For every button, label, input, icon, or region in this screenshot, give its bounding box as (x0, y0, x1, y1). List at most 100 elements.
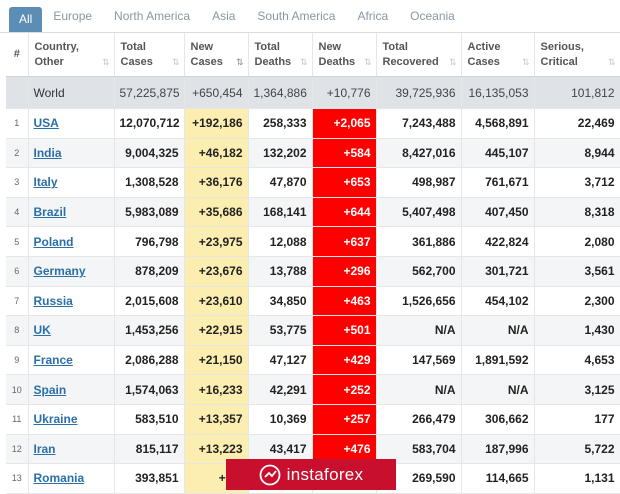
active-cases-cell: 407,450 (461, 197, 535, 228)
serious-critical-cell: 4,653 (534, 345, 620, 376)
table-row: 10 Spain 1,574,063 +16,233 42,291 +252 N/A N/A 3… (6, 374, 620, 405)
new-cases-cell: +16,233 (184, 374, 249, 405)
sort-icon: ⇅ (101, 57, 110, 67)
total-deaths-cell: 47,870 (248, 167, 313, 198)
country-link[interactable]: Germany (33, 264, 86, 279)
tab-south-america[interactable]: South America (257, 9, 336, 23)
country-link[interactable]: Romania (33, 471, 85, 486)
header-total-cases[interactable]: Total Cases ⇅ (114, 33, 185, 77)
tab-europe[interactable]: Europe (53, 9, 93, 23)
row-rank: 7 (6, 286, 29, 317)
total-recovered-cell: 498,987 (376, 167, 462, 198)
active-cases-cell: 301,721 (461, 256, 535, 287)
row-rank: 13 (6, 463, 29, 494)
country-cell: Germany (28, 256, 115, 287)
total-cases-cell: 796,798 (114, 226, 185, 257)
total-deaths-cell: 12,088 (248, 226, 313, 257)
row-rank: 12 (6, 434, 29, 465)
total-cases-cell: 1,453,256 (114, 315, 185, 346)
row-rank: 3 (6, 167, 29, 198)
table-row: 11 Ukraine 583,510 +13,357 10,369 +257 266,479… (6, 404, 620, 435)
total-cases-cell: 2,015,608 (114, 286, 185, 317)
active-cases-cell: 761,671 (461, 167, 535, 198)
row-rank: 10 (6, 374, 29, 405)
country-link[interactable]: Ukraine (33, 412, 78, 427)
tab-north-america[interactable]: North America (114, 9, 191, 23)
country-cell: UK (28, 315, 115, 346)
country-cell: USA (28, 108, 115, 139)
total-deaths-cell: 34,850 (248, 286, 313, 317)
serious-critical-cell: 2,300 (534, 286, 620, 317)
new-cases-cell: +23,610 (184, 286, 249, 317)
serious-critical-cell: 3,125 (534, 374, 620, 405)
serious-critical-cell: 177 (534, 404, 620, 435)
table-header-row: # Country, Other ⇅ Total Cases ⇅ New Cases ⇅ T… (6, 33, 620, 77)
tab-all[interactable]: All (9, 7, 43, 32)
country-link[interactable]: UK (33, 323, 51, 338)
table-row: 4 Brazil 5,983,089 +35,686 168,141 +644 5,407,… (6, 197, 620, 228)
country-cell: France (28, 345, 115, 376)
country-link[interactable]: Poland (33, 234, 74, 249)
header-new-deaths[interactable]: New Deaths ⇅ (312, 33, 377, 77)
row-rank: 8 (6, 315, 29, 346)
active-cases-cell: 306,662 (461, 404, 535, 435)
country-link[interactable]: Russia (33, 293, 73, 308)
row-rank: 5 (6, 226, 29, 257)
new-deaths-cell: +644 (312, 197, 377, 228)
country-link[interactable]: Brazil (33, 205, 67, 220)
new-deaths-cell: +463 (312, 286, 377, 317)
header-serious-critical[interactable]: Serious, Critical ⇅ (534, 33, 620, 77)
country-link[interactable]: India (33, 145, 62, 160)
country-cell: Spain (28, 374, 115, 405)
new-cases-cell: +46,182 (184, 138, 249, 169)
sort-icon: ⇅ (521, 57, 530, 67)
row-rank: 4 (6, 197, 29, 228)
active-cases-cell: N/A (461, 374, 535, 405)
header-total-recovered[interactable]: Total Recovered ⇅ (376, 33, 462, 77)
country-link[interactable]: USA (33, 116, 59, 131)
header-new-cases[interactable]: New Cases ⇅ (184, 33, 249, 77)
new-cases-cell: +22,915 (184, 315, 249, 346)
new-cases-cell: +23,975 (184, 226, 249, 257)
tab-asia[interactable]: Asia (212, 9, 236, 23)
country-cell: Russia (28, 286, 115, 317)
country-link[interactable]: France (33, 353, 73, 368)
total-cases-cell: 393,851 (114, 463, 185, 494)
total-deaths-cell: 132,202 (248, 138, 313, 169)
total-recovered-cell: 361,886 (376, 226, 462, 257)
new-cases-cell: +23,676 (184, 256, 249, 287)
country-link[interactable]: Italy (33, 175, 58, 190)
row-rank: 11 (6, 404, 29, 435)
new-cases-cell: +650,454 (184, 76, 249, 109)
total-recovered-cell: 8,427,016 (376, 138, 462, 169)
total-cases-cell: 9,004,325 (114, 138, 185, 169)
header-country[interactable]: Country, Other ⇅ (28, 33, 115, 77)
total-cases-cell: 583,510 (114, 404, 185, 435)
header-rank: # (6, 33, 29, 77)
new-cases-cell: +35,686 (184, 197, 249, 228)
active-cases-cell: 445,107 (461, 138, 535, 169)
table-row: 6 Germany 878,209 +23,676 13,788 +296 562,700 3… (6, 256, 620, 287)
serious-critical-cell: 22,469 (534, 108, 620, 139)
total-recovered-cell: N/A (376, 374, 462, 405)
new-deaths-cell: +296 (312, 256, 377, 287)
tab-africa[interactable]: Africa (357, 9, 389, 23)
tab-oceania[interactable]: Oceania (410, 9, 455, 23)
table-row: 8 UK 1,453,256 +22,915 53,775 +501 N/A N/A 1,430 (6, 315, 620, 346)
total-recovered-cell: 1,526,656 (376, 286, 462, 317)
serious-critical-cell: 1,430 (534, 315, 620, 346)
total-cases-cell: 5,983,089 (114, 197, 185, 228)
instaforex-watermark: instaforex (226, 459, 396, 490)
total-deaths-cell: 1,364,886 (248, 76, 313, 109)
country-link[interactable]: Iran (33, 441, 56, 456)
new-cases-cell: +36,176 (184, 167, 249, 198)
total-recovered-cell: 147,569 (376, 345, 462, 376)
header-total-deaths[interactable]: Total Deaths ⇅ (248, 33, 313, 77)
country-link[interactable]: Spain (33, 382, 67, 397)
header-active-cases[interactable]: Active Cases ⇅ (461, 33, 535, 77)
sort-icon: ⇅ (171, 57, 180, 67)
new-cases-cell: +13,357 (184, 404, 249, 435)
sort-icon: ⇅ (448, 57, 457, 67)
serious-critical-cell: 101,812 (534, 76, 620, 109)
active-cases-cell: 16,135,053 (461, 76, 535, 109)
